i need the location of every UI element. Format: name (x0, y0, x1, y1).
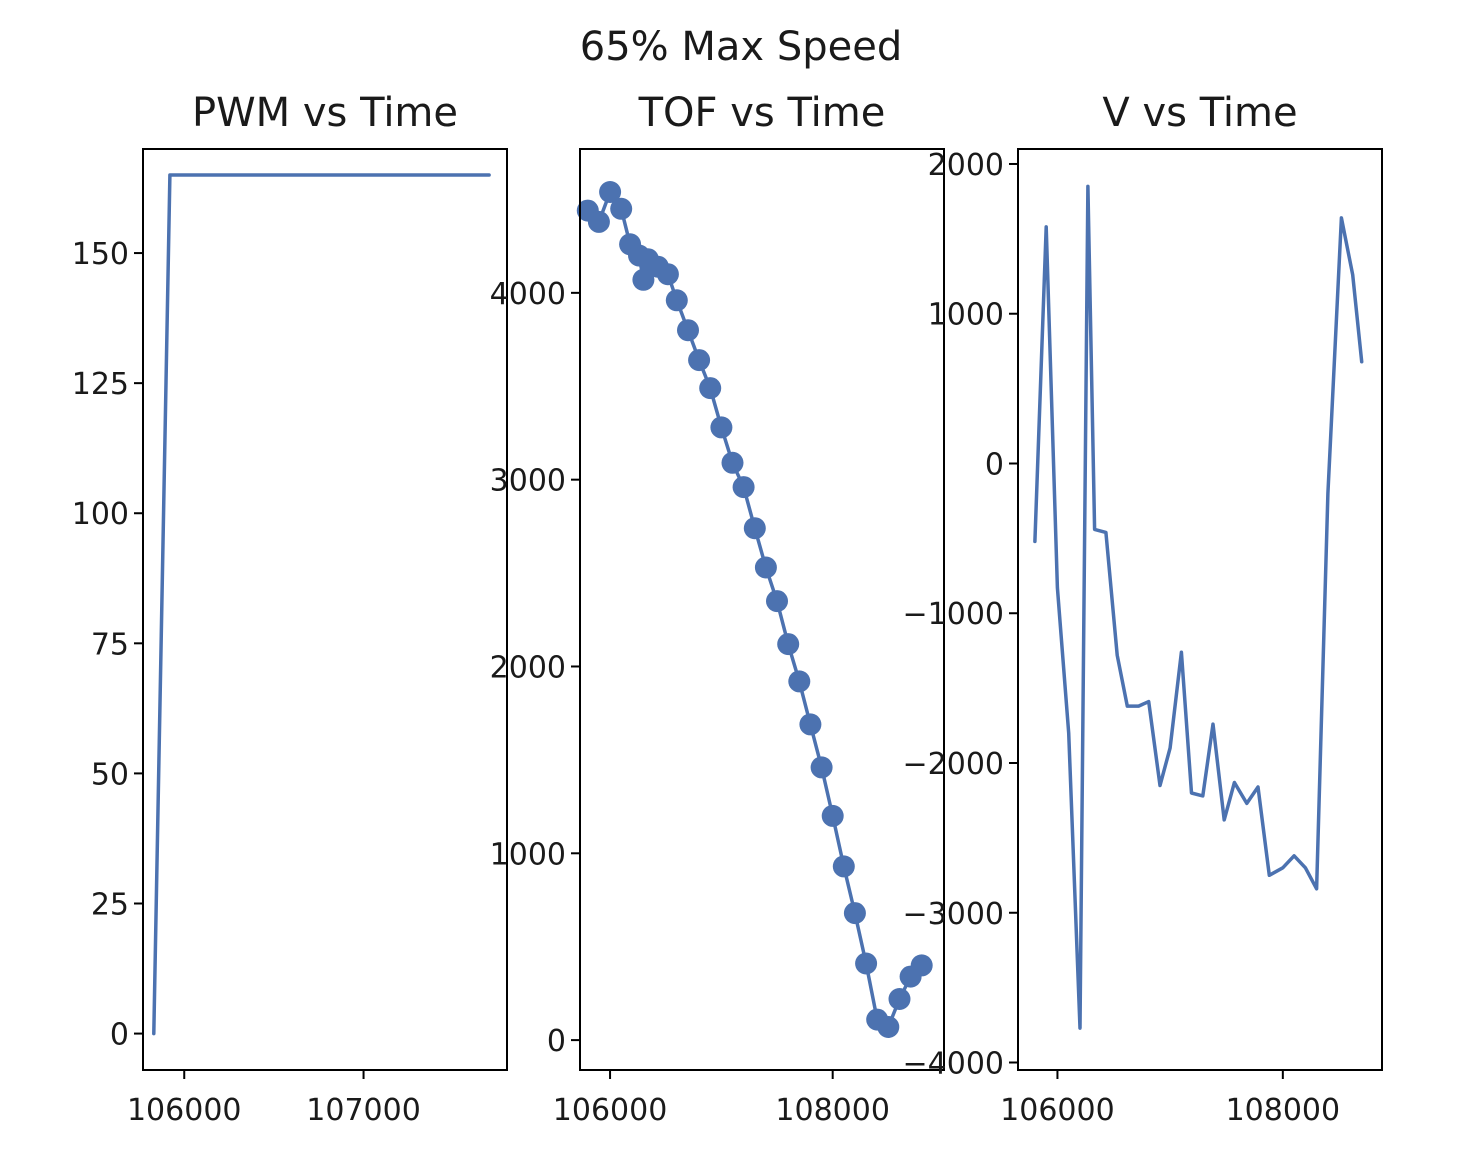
tof-data-point (688, 349, 711, 372)
v-y-tick-label: 1000 (928, 298, 1004, 333)
tof-data-point (832, 855, 855, 878)
tof-data-point (810, 756, 833, 779)
v-y-tick-label: 0 (985, 447, 1004, 482)
tof-y-tick-label: 3000 (490, 464, 566, 499)
tof-data-point (610, 197, 633, 220)
v-series-line (1033, 184, 1364, 1030)
v-y-tick-label: −1000 (903, 597, 1004, 632)
v-y-tick-label: −4000 (903, 1047, 1004, 1082)
tof-data-point (766, 590, 788, 613)
tof-x-tick-label: 106000 (553, 1093, 668, 1128)
tof-data-point (710, 416, 733, 439)
tof-data-point (699, 377, 722, 400)
tof-data-point (656, 263, 679, 286)
pwm-plot: PWM vs Time 0 25 50 75 100 125 150 106000 107000 (72, 90, 508, 1128)
tof-y-tick-label: 2000 (490, 650, 566, 685)
tof-plot: TOF vs Time 0 1000 2000 3000 4000 106000 108000 (490, 90, 945, 1128)
pwm-y-tick-label: 75 (91, 627, 129, 662)
tof-data-point (877, 1016, 900, 1038)
tof-y-tick-label: 1000 (490, 837, 566, 872)
tof-data-point (843, 902, 866, 925)
tof-data-point (799, 713, 822, 736)
pwm-y-tick-label: 125 (72, 367, 129, 402)
tof-x-tick-label: 108000 (775, 1093, 890, 1128)
tof-series-line (586, 190, 924, 1029)
v-x-tick-label: 106000 (1000, 1093, 1115, 1128)
tof-data-point (732, 476, 755, 499)
tof-data-point (743, 517, 766, 540)
pwm-y-tick-label: 25 (91, 887, 129, 922)
pwm-y-tick-label: 50 (91, 757, 129, 792)
tof-data-point (910, 954, 933, 977)
tof-y-tick-label: 4000 (490, 277, 566, 312)
pwm-y-tick-label: 150 (72, 237, 129, 272)
pwm-y-tick-label: 100 (72, 497, 129, 532)
tof-title: TOF vs Time (638, 90, 886, 136)
pwm-title: PWM vs Time (192, 90, 458, 136)
tof-data-point (821, 804, 844, 827)
pwm-axes-frame (142, 148, 508, 1071)
tof-data-point (777, 633, 800, 656)
tof-data-point (665, 289, 688, 312)
v-axes-frame (1017, 148, 1383, 1071)
v-y-tick-label: −2000 (903, 747, 1004, 782)
tof-y-tick-label: 0 (547, 1024, 566, 1059)
pwm-x-tick-label: 107000 (306, 1093, 421, 1128)
pwm-x-tick-label: 106000 (127, 1093, 242, 1128)
v-plot: V vs Time −4000 −3000 −2000 −1000 0 1000 2000 10… (903, 90, 1383, 1128)
v-y-tick-label: 2000 (928, 148, 1004, 183)
v-x-tick-label: 108000 (1226, 1093, 1341, 1128)
tof-data-point (721, 451, 744, 474)
tof-axes-frame (579, 148, 945, 1071)
tof-data-point (888, 988, 911, 1010)
tof-data-point (677, 319, 699, 342)
tof-data-point (587, 210, 610, 233)
tof-data-point (632, 268, 655, 291)
tof-data-point (855, 952, 878, 975)
tof-data-point (788, 670, 811, 693)
pwm-y-tick-label: 0 (110, 1018, 129, 1053)
tof-data-point (754, 556, 777, 579)
figure-title: 65% Max Speed (580, 24, 902, 70)
v-title: V vs Time (1102, 90, 1297, 136)
v-y-tick-label: −3000 (903, 897, 1004, 932)
pwm-series-line (152, 173, 491, 1036)
tof-data-point (599, 181, 622, 203)
